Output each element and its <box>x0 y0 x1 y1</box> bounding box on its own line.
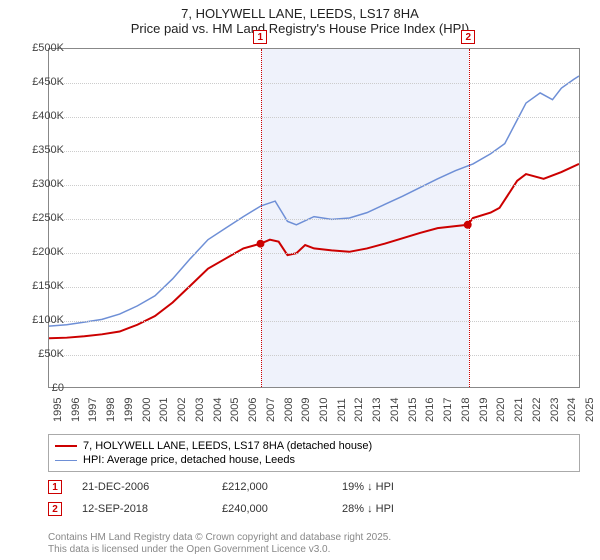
gridline-h <box>49 151 579 152</box>
title-address: 7, HOLYWELL LANE, LEEDS, LS17 8HA <box>10 6 590 21</box>
xtick-label: 1997 <box>87 398 99 422</box>
gridline-h <box>49 355 579 356</box>
ytick-label: £200K <box>20 246 64 258</box>
legend-label: 7, HOLYWELL LANE, LEEDS, LS17 8HA (detac… <box>83 440 372 452</box>
xtick-label: 1996 <box>70 398 82 422</box>
xtick-label: 2014 <box>389 398 401 422</box>
xtick-label: 1999 <box>123 398 135 422</box>
xtick-label: 2024 <box>566 398 578 422</box>
xtick-label: 2009 <box>300 398 312 422</box>
xtick-label: 1995 <box>52 398 64 422</box>
ytick-label: £50K <box>20 348 64 360</box>
annotation-pct-1: 19% ↓ HPI <box>342 481 462 493</box>
title-subtitle: Price paid vs. HM Land Registry's House … <box>10 21 590 36</box>
xtick-label: 1998 <box>105 398 117 422</box>
annotation-row-2: 2 12-SEP-2018 £240,000 28% ↓ HPI <box>48 502 580 516</box>
legend-label: HPI: Average price, detached house, Leed… <box>83 454 295 466</box>
sale-marker-box: 1 <box>253 30 267 44</box>
legend-row: 7, HOLYWELL LANE, LEEDS, LS17 8HA (detac… <box>55 439 573 453</box>
series-line-price_paid <box>49 164 579 338</box>
ytick-label: £500K <box>20 42 64 54</box>
gridline-h <box>49 83 579 84</box>
chart-plot-area <box>48 48 580 388</box>
xtick-label: 2012 <box>353 398 365 422</box>
annotation-row-1: 1 21-DEC-2006 £212,000 19% ↓ HPI <box>48 480 580 494</box>
xtick-label: 2003 <box>194 398 206 422</box>
annotation-marker-2: 2 <box>48 502 62 516</box>
xtick-label: 2008 <box>283 398 295 422</box>
title-block: 7, HOLYWELL LANE, LEEDS, LS17 8HA Price … <box>0 0 600 38</box>
legend-swatch <box>55 460 77 461</box>
sale-vline <box>469 49 470 387</box>
sale-vline <box>261 49 262 387</box>
gridline-h <box>49 117 579 118</box>
annotation-marker-1: 1 <box>48 480 62 494</box>
footer-line-1: Contains HM Land Registry data © Crown c… <box>48 532 580 544</box>
legend-box: 7, HOLYWELL LANE, LEEDS, LS17 8HA (detac… <box>48 434 580 472</box>
gridline-h <box>49 185 579 186</box>
ytick-label: £450K <box>20 76 64 88</box>
xtick-label: 2010 <box>318 398 330 422</box>
ytick-label: £350K <box>20 144 64 156</box>
xtick-label: 2025 <box>584 398 596 422</box>
xtick-label: 2004 <box>212 398 224 422</box>
ytick-label: £400K <box>20 110 64 122</box>
xtick-label: 2022 <box>531 398 543 422</box>
annotation-date-1: 21-DEC-2006 <box>82 481 202 493</box>
footer-attribution: Contains HM Land Registry data © Crown c… <box>48 532 580 556</box>
chart-container: 7, HOLYWELL LANE, LEEDS, LS17 8HA Price … <box>0 0 600 560</box>
xtick-label: 2013 <box>371 398 383 422</box>
xtick-label: 2021 <box>513 398 525 422</box>
ytick-label: £100K <box>20 314 64 326</box>
xtick-label: 2018 <box>460 398 472 422</box>
legend-swatch <box>55 445 77 447</box>
xtick-label: 2002 <box>176 398 188 422</box>
sale-marker-box: 2 <box>461 30 475 44</box>
annotation-price-1: £212,000 <box>222 481 322 493</box>
legend-row: HPI: Average price, detached house, Leed… <box>55 453 573 467</box>
xtick-label: 2017 <box>442 398 454 422</box>
xtick-label: 2015 <box>407 398 419 422</box>
xtick-label: 2016 <box>424 398 436 422</box>
ytick-label: £300K <box>20 178 64 190</box>
xtick-label: 2001 <box>158 398 170 422</box>
xtick-label: 2005 <box>229 398 241 422</box>
annotation-pct-2: 28% ↓ HPI <box>342 503 462 515</box>
gridline-h <box>49 321 579 322</box>
annotation-date-2: 12-SEP-2018 <box>82 503 202 515</box>
ytick-label: £0 <box>20 382 64 394</box>
chart-svg <box>49 49 579 387</box>
xtick-label: 2019 <box>478 398 490 422</box>
annotation-price-2: £240,000 <box>222 503 322 515</box>
series-line-hpi <box>49 76 579 326</box>
xtick-label: 2011 <box>336 398 348 422</box>
ytick-label: £250K <box>20 212 64 224</box>
gridline-h <box>49 219 579 220</box>
xtick-label: 2020 <box>495 398 507 422</box>
xtick-label: 2006 <box>247 398 259 422</box>
xtick-label: 2007 <box>265 398 277 422</box>
sale-dot <box>464 221 472 229</box>
footer-line-2: This data is licensed under the Open Gov… <box>48 544 580 556</box>
ytick-label: £150K <box>20 280 64 292</box>
xtick-label: 2023 <box>549 398 561 422</box>
gridline-h <box>49 253 579 254</box>
xtick-label: 2000 <box>141 398 153 422</box>
gridline-h <box>49 287 579 288</box>
